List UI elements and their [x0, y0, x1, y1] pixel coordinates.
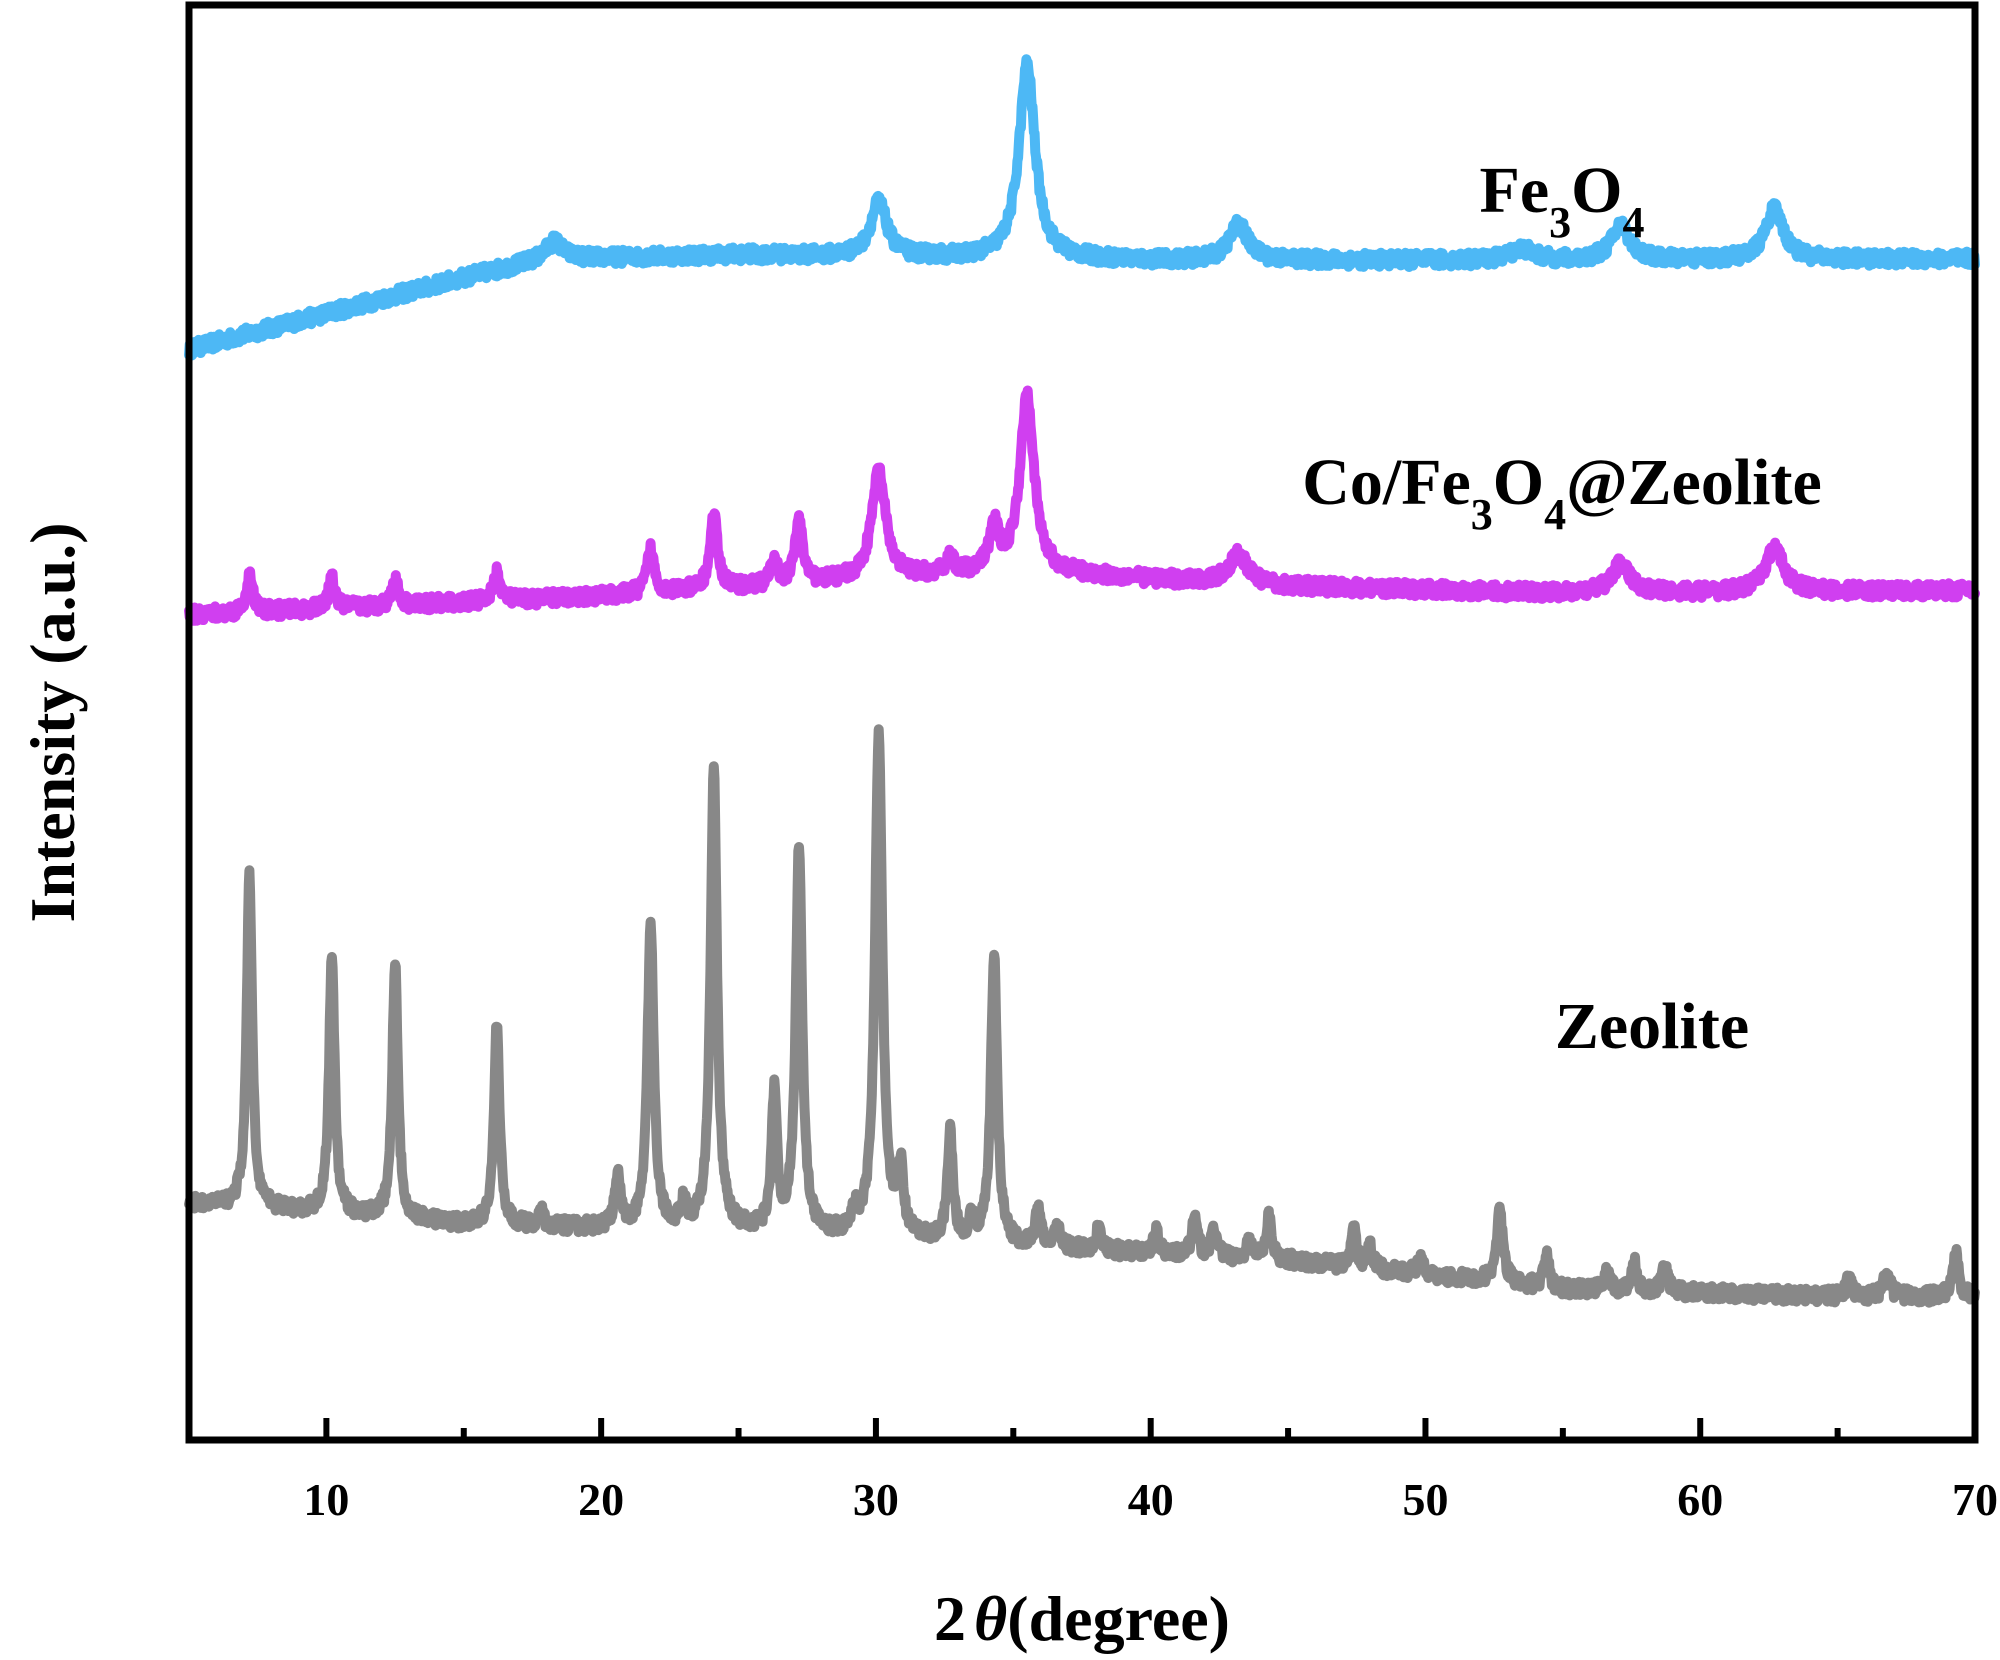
series-label-2: Co/Fe3O4@Zeolite: [1302, 446, 1822, 539]
y-axis-label: Intensity (a.u.): [17, 522, 88, 922]
x-axis-label: 2 θ(degree): [934, 1583, 1230, 1654]
series-label-3: Zeolite: [1555, 990, 1749, 1063]
series-layer: [184, 54, 1980, 1308]
x-tick-label: 70: [1952, 1474, 1998, 1525]
x-axis: 10 20 30 40 50 60 70: [303, 1418, 1998, 1525]
series-label-layer: Fe3O4 Co/Fe3O4@Zeolite Zeolite: [1302, 154, 1822, 1063]
x-tick-label: 60: [1677, 1474, 1723, 1525]
series-line-1: [184, 54, 1980, 361]
series-line-2: [184, 385, 1980, 626]
x-tick-label: 30: [853, 1474, 899, 1525]
x-tick-label: 20: [578, 1474, 624, 1525]
x-tick-label: 40: [1128, 1474, 1174, 1525]
x-tick-label: 50: [1402, 1474, 1448, 1525]
x-tick-label: 10: [303, 1474, 349, 1525]
plot-frame: [185, 1, 1979, 1444]
series-label-1: Fe3O4: [1480, 154, 1645, 247]
series-line-3: [184, 724, 1980, 1308]
